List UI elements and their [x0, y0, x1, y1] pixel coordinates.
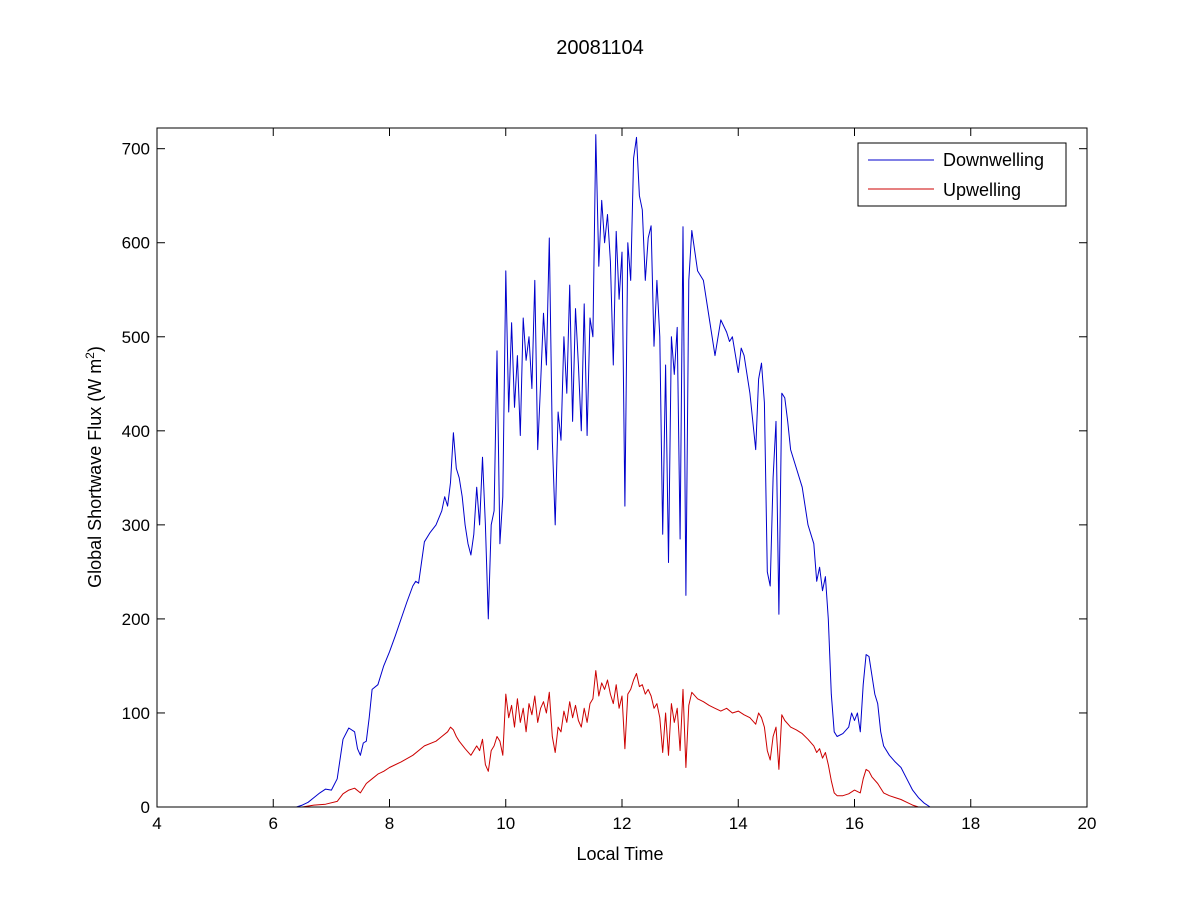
- series-line-upwelling: [302, 670, 919, 808]
- y-tick-label: 400: [122, 422, 150, 441]
- legend-box: [857, 142, 1067, 207]
- x-tick-label: 20: [1078, 814, 1097, 833]
- y-axis-label: Global Shortwave Flux (W m2): [83, 346, 105, 588]
- legend-label-upwelling: Upwelling: [943, 180, 1021, 200]
- series-line-downwelling: [296, 134, 931, 808]
- x-tick-label: 4: [152, 814, 161, 833]
- y-tick-label: 700: [122, 140, 150, 159]
- y-tick-label: 600: [122, 234, 150, 253]
- x-axis-ticks: 4 6 8 10 12 14 16 18 20: [152, 128, 1096, 833]
- x-tick-label: 12: [613, 814, 632, 833]
- x-tick-label: 8: [385, 814, 394, 833]
- y-tick-label: 100: [122, 704, 150, 723]
- legend: Downwelling Upwelling: [857, 142, 1067, 207]
- y-axis-ticks: 0 100 200 300 400 500 600 700: [122, 140, 1087, 817]
- y-tick-label: 200: [122, 610, 150, 629]
- plot-background: [157, 128, 1087, 807]
- y-tick-label: 500: [122, 328, 150, 347]
- x-tick-label: 10: [496, 814, 515, 833]
- legend-label-downwelling: Downwelling: [943, 150, 1044, 170]
- x-tick-label: 18: [961, 814, 980, 833]
- plot-frame: [156, 127, 1088, 808]
- y-axis-label-close: ): [85, 346, 105, 352]
- x-axis-label: Local Time: [576, 844, 663, 864]
- y-axis-label-superscript: 2: [83, 352, 97, 359]
- series-layer: [296, 134, 931, 808]
- y-tick-label: 0: [141, 798, 150, 817]
- x-tick-label: 6: [269, 814, 278, 833]
- x-tick-label: 16: [845, 814, 864, 833]
- chart-title: 20081104: [556, 37, 644, 59]
- x-tick-label: 14: [729, 814, 748, 833]
- y-tick-label: 300: [122, 516, 150, 535]
- y-axis-label-main: Global Shortwave Flux (W m: [85, 359, 105, 588]
